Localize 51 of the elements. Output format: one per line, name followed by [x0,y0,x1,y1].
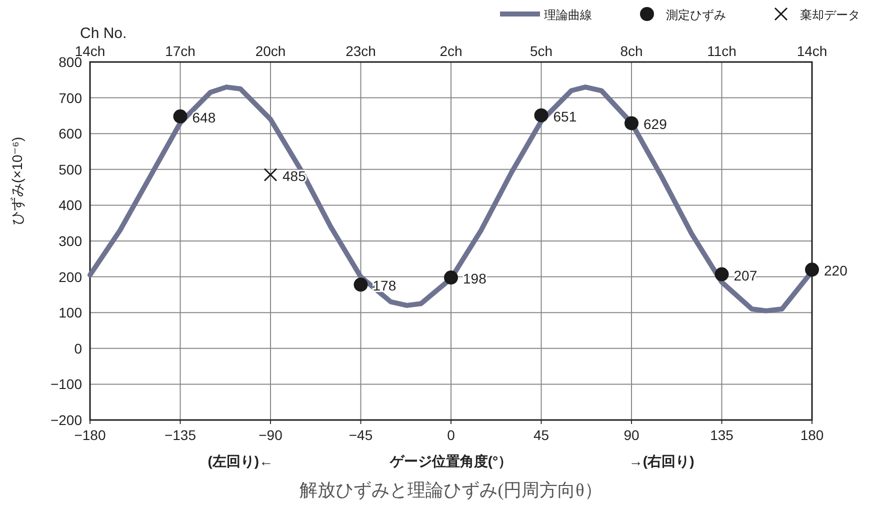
x-axis-title: ゲージ位置角度(°） [388,453,512,469]
text: 17ch [165,43,196,59]
x-tick-label: 180 [800,427,824,443]
legend-label: 棄却データ [800,8,860,22]
x2-axis-title: Ch No. [80,25,127,42]
y-tick-label: 300 [58,233,82,249]
legend-label: 測定ひずみ [666,8,726,22]
x-tick-label: −90 [258,427,283,443]
x-tick-label: −45 [348,427,373,443]
text: →(右回り) [628,453,694,469]
x-tick-label: 45 [533,427,550,443]
text: 2ch [440,43,462,59]
text: 23ch [346,43,376,59]
text: 5ch [530,43,553,59]
y-tick-label: 200 [58,268,82,285]
y-tick-label: −100 [50,376,82,392]
data-label: 629 [644,116,668,132]
data-label: 207 [734,267,758,284]
x-tick-label: −135 [164,427,196,443]
x-tick-label: 90 [624,427,640,443]
y-tick-label: 400 [58,197,82,214]
y-tick-label: 0 [74,340,82,356]
x-tick-label: 135 [710,427,734,443]
point [534,108,548,122]
y-tick-label: 600 [58,126,82,142]
text: 8ch [620,43,643,59]
data-label: 220 [824,262,848,279]
point [714,267,729,282]
data-label: 198 [463,270,487,287]
legend-label: 理論曲線 [544,8,592,22]
y-axis-title: ひずみ(×10⁻⁶) [9,136,25,226]
data-label: 178 [372,278,396,294]
x-tick-label: −180 [74,427,106,443]
text: 20ch [255,43,286,59]
text: 解放ひずみと理論ひずみ(円周方向θ） [300,480,602,500]
point [624,116,638,130]
y-tick-label: 500 [58,161,82,178]
x-tick-label: 0 [447,427,456,443]
y-tick-label: −200 [50,412,82,428]
y-tick-label: 100 [58,304,82,321]
point [444,270,458,285]
y-tick-label: 700 [58,90,82,106]
point [264,168,278,182]
text: 14ch [796,43,828,59]
text: 11ch [707,43,736,59]
point [805,262,819,277]
point [354,278,368,292]
text: (左回り)← [208,453,274,469]
point [173,109,188,124]
data-label: 651 [553,108,577,124]
data-label: 648 [192,109,216,126]
